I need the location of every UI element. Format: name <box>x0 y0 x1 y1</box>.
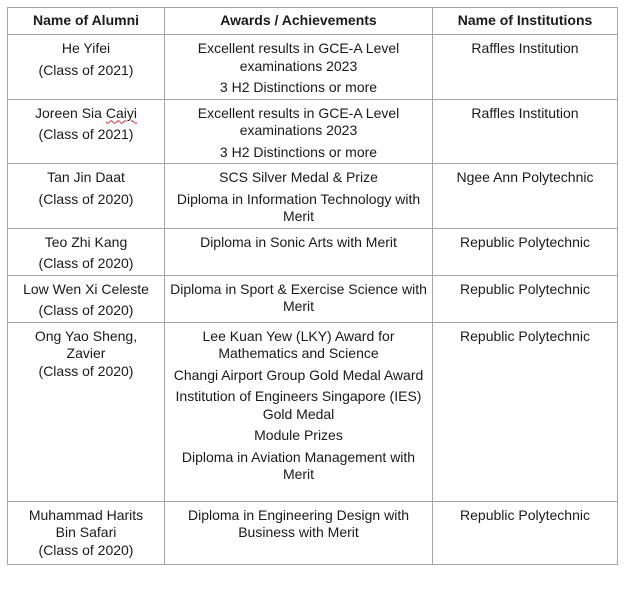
table-body: He Yifei (Class of 2021) Excellent resul… <box>7 34 618 565</box>
institution-name: Republic Polytechnic <box>460 280 590 297</box>
table-row: Low Wen Xi Celeste (Class of 2020) Diplo… <box>7 274 618 323</box>
award-item: 3 H2 Distinctions or more <box>219 79 378 95</box>
alumni-name-line: Ong Yao Sheng, <box>34 327 138 344</box>
alumni-name-cell: Low Wen Xi Celeste (Class of 2020) <box>7 274 165 323</box>
institution-cell: Raffles Institution <box>432 34 618 100</box>
award-item: SCS Silver Medal & Prize <box>219 169 378 185</box>
alumni-name: Teo Zhi Kang <box>44 233 128 250</box>
institution-cell: Republic Polytechnic <box>432 500 618 565</box>
awards-cell: Diploma in Engineering Design with Busin… <box>164 500 433 565</box>
awards-cell: Diploma in Sport & Exercise Science with… <box>164 274 433 323</box>
award-item: Institution of Engineers Singapore (IES)… <box>175 388 422 422</box>
alumni-name-cell: Teo Zhi Kang (Class of 2020) <box>7 227 165 276</box>
table-row: Tan Jin Daat (Class of 2020) SCS Silver … <box>7 163 618 229</box>
spellcheck-underline: Caiyi <box>105 104 137 121</box>
alumni-awards-table: Name of Alumni Awards / Achievements Nam… <box>7 7 618 565</box>
table-row: Muhammad Harits Bin Safari (Class of 202… <box>7 500 618 565</box>
awards-cell: Excellent results in GCE-A Level examina… <box>164 34 433 100</box>
award-item: Excellent results in GCE-A Level examina… <box>197 40 400 74</box>
award-item: Diploma in Sport & Exercise Science with… <box>170 280 427 315</box>
alumni-class: (Class of 2020) <box>38 362 134 379</box>
institution-name: Ngee Ann Polytechnic <box>456 169 594 185</box>
awards-cell: SCS Silver Medal & Prize Diploma in Info… <box>164 163 433 229</box>
alumni-name-cell: Tan Jin Daat (Class of 2020) <box>7 163 165 229</box>
institution-cell: Republic Polytechnic <box>432 227 618 276</box>
institution-name: Raffles Institution <box>471 104 579 121</box>
alumni-name-text: Joreen Sia Caiyi <box>35 104 137 121</box>
table-row: He Yifei (Class of 2021) Excellent resul… <box>7 34 618 100</box>
alumni-name-line: Muhammad Harits <box>28 506 144 523</box>
awards-cell: Excellent results in GCE-A Level examina… <box>164 98 433 164</box>
alumni-name-line: Zavier <box>66 345 106 361</box>
alumni-name-cell: Ong Yao Sheng, Zavier (Class of 2020) <box>7 321 165 502</box>
award-item: Diploma in Sonic Arts with Merit <box>200 233 397 250</box>
alumni-class: (Class of 2020) <box>38 190 134 207</box>
institution-cell: Raffles Institution <box>432 98 618 164</box>
institution-cell: Republic Polytechnic <box>432 321 618 502</box>
header-row: Name of Alumni Awards / Achievements Nam… <box>7 7 618 35</box>
header-name-of-institutions: Name of Institutions <box>432 7 618 35</box>
award-item: Lee Kuan Yew (LKY) Award for Mathematics… <box>202 327 395 362</box>
header-name-of-alumni: Name of Alumni <box>7 7 165 35</box>
awards-cell: Diploma in Sonic Arts with Merit <box>164 227 433 276</box>
award-item: Diploma in Aviation Management with Meri… <box>181 448 416 483</box>
award-item: Module Prizes <box>254 427 343 443</box>
alumni-class: (Class of 2020) <box>38 302 134 318</box>
alumni-name-cell: Joreen Sia Caiyi (Class of 2021) <box>7 98 165 164</box>
table-row: Joreen Sia Caiyi (Class of 2021) Excelle… <box>7 98 618 164</box>
alumni-name: Low Wen Xi Celeste <box>23 280 149 297</box>
table-row: Teo Zhi Kang (Class of 2020) Diploma in … <box>7 227 618 276</box>
institution-name: Republic Polytechnic <box>460 506 590 523</box>
award-item: Diploma in Information Technology with M… <box>176 190 421 225</box>
institution-cell: Republic Polytechnic <box>432 274 618 323</box>
institution-name: Republic Polytechnic <box>460 233 590 250</box>
institution-name: Raffles Institution <box>471 40 579 56</box>
alumni-class: (Class of 2020) <box>38 541 134 558</box>
award-item: Excellent results in GCE-A Level examina… <box>197 104 400 139</box>
award-item: 3 H2 Distinctions or more <box>219 143 378 160</box>
awards-cell: Lee Kuan Yew (LKY) Award for Mathematics… <box>164 321 433 502</box>
table-header: Name of Alumni Awards / Achievements Nam… <box>7 7 618 35</box>
award-item: Changi Airport Group Gold Medal Award <box>173 366 424 383</box>
alumni-name: He Yifei <box>61 40 111 56</box>
alumni-name: Muhammad Harits Bin Safari <box>12 507 160 542</box>
alumni-name: Joreen Sia Caiyi <box>12 105 160 123</box>
alumni-class: (Class of 2021) <box>38 61 134 78</box>
alumni-name-cell: Muhammad Harits Bin Safari (Class of 202… <box>7 500 165 565</box>
alumni-name-line: Bin Safari <box>55 524 117 540</box>
alumni-name: Tan Jin Daat <box>47 169 125 185</box>
alumni-class: (Class of 2020) <box>38 255 134 271</box>
table-row: Ong Yao Sheng, Zavier (Class of 2020) Le… <box>7 321 618 502</box>
institution-name: Republic Polytechnic <box>460 327 590 344</box>
award-item: Diploma in Engineering Design with Busin… <box>187 506 409 541</box>
alumni-name-cell: He Yifei (Class of 2021) <box>7 34 165 100</box>
alumni-class: (Class of 2021) <box>38 126 134 142</box>
header-awards-achievements: Awards / Achievements <box>164 7 433 35</box>
institution-cell: Ngee Ann Polytechnic <box>432 163 618 229</box>
alumni-name: Ong Yao Sheng, Zavier <box>12 328 160 363</box>
